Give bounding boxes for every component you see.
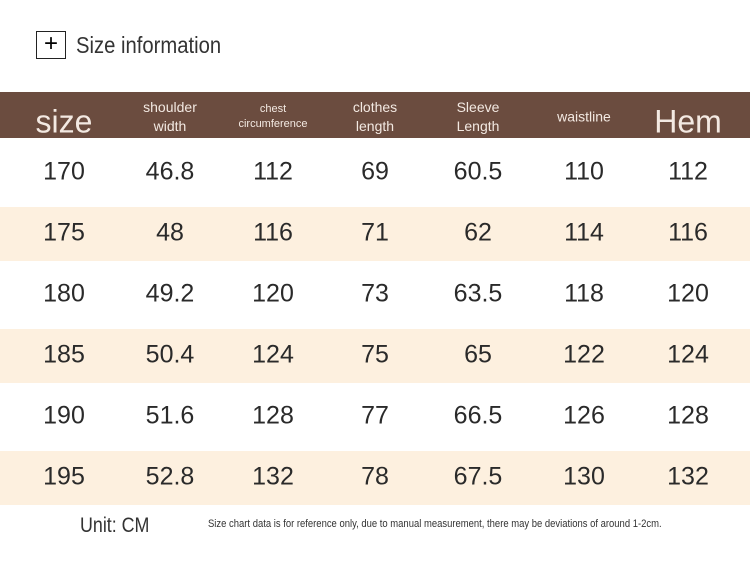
table-cell: 190 [43, 401, 85, 430]
row-band [0, 207, 750, 261]
header-line: chest [259, 103, 287, 116]
table-cell: 62 [464, 218, 492, 247]
header-line: Length [456, 118, 500, 134]
table-cell: 49.2 [145, 279, 195, 308]
table-cell: 128 [252, 401, 294, 430]
header-line: circumference [238, 118, 308, 130]
table-cell: 112 [253, 157, 293, 186]
header-line: waistline [557, 108, 611, 125]
table-cell: 112 [668, 157, 708, 186]
header-line: width [153, 118, 187, 134]
table-cell: 52.8 [145, 462, 195, 491]
table-cell: 69 [361, 157, 389, 186]
table-cell: 180 [43, 279, 85, 308]
table-cell: 65 [464, 340, 492, 369]
header-line: Sleeve [456, 99, 500, 116]
table-cell: 170 [43, 157, 85, 186]
table-cell: 124 [252, 340, 294, 369]
table-cell: 46.8 [145, 157, 195, 186]
table-cell: 120 [667, 279, 709, 308]
title: Size information [76, 32, 222, 58]
table-cell: 73 [361, 279, 389, 308]
table-cell: 71 [361, 218, 389, 247]
table-cell: 124 [667, 340, 709, 369]
table-cell: 78 [361, 462, 389, 491]
table-cell: 50.4 [145, 340, 195, 369]
table-cell: 175 [43, 218, 85, 247]
table-cell: 60.5 [453, 157, 503, 186]
table-cell: 126 [563, 401, 605, 430]
table-cell: 110 [564, 157, 604, 186]
table-cell: 67.5 [453, 462, 503, 491]
table-cell: 77 [361, 401, 389, 430]
plus-icon: + [36, 31, 66, 59]
header-line: Hem [654, 103, 722, 140]
header-line: size [35, 103, 93, 140]
table-cell: 114 [564, 218, 604, 247]
table-cell: 75 [361, 340, 389, 369]
column-header: size [36, 100, 93, 143]
table-cell: 132 [667, 462, 709, 491]
table-cell: 118 [564, 279, 604, 308]
unit: Unit: CM [80, 514, 150, 537]
column-header: Sleeve Length [457, 98, 500, 136]
column-header: waistline [557, 108, 611, 127]
table-cell: 185 [43, 340, 85, 369]
table-cell: 122 [563, 340, 605, 369]
row-band [0, 451, 750, 505]
column-header: chest circumference [238, 102, 307, 132]
table-cell: 48 [156, 218, 184, 247]
note: Size chart data is for reference only, d… [208, 518, 662, 530]
table-cell: 128 [667, 401, 709, 430]
table-cell: 130 [563, 462, 605, 491]
table-cell: 120 [252, 279, 294, 308]
header-band [0, 92, 750, 138]
header-line: clothes [352, 99, 398, 116]
header-line: shoulder [143, 99, 197, 116]
header-line: length [355, 118, 395, 134]
column-header: clothes length [353, 98, 397, 136]
column-header: Hem [654, 100, 722, 143]
column-header: shoulder width [143, 98, 197, 136]
table-cell: 116 [253, 218, 293, 247]
table-cell: 132 [252, 462, 294, 491]
table-cell: 195 [43, 462, 85, 491]
table-cell: 66.5 [453, 401, 503, 430]
table-cell: 63.5 [453, 279, 503, 308]
table-cell: 51.6 [145, 401, 195, 430]
row-band [0, 329, 750, 383]
table-cell: 116 [668, 218, 708, 247]
